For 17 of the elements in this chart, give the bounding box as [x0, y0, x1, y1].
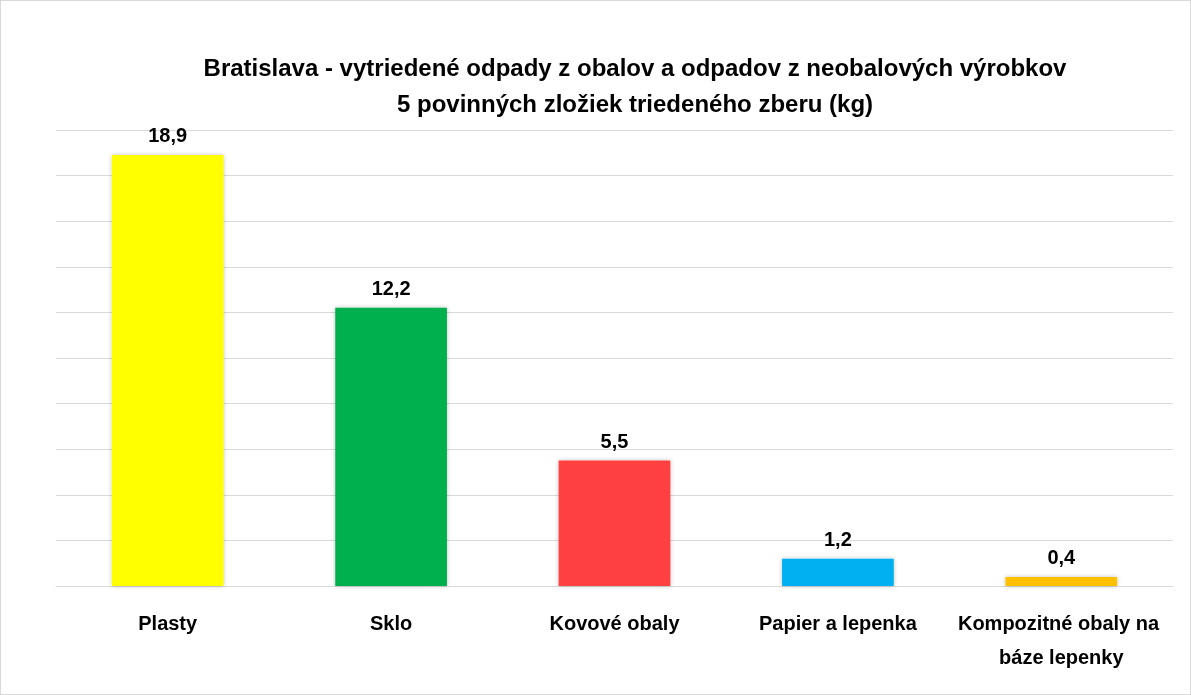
data-label: 5,5: [600, 429, 629, 452]
bar: [111, 155, 224, 586]
chart-title: Bratislava - vytriedené odpady z obalov a odpadov z neobalových výrobkov: [203, 53, 1068, 81]
bar: [558, 460, 671, 586]
chart-subtitle: 5 povinných zložiek triedeného zberu (kg): [396, 89, 874, 117]
bar: [1005, 576, 1118, 586]
bar: [335, 307, 447, 586]
data-label: 12,2: [371, 276, 411, 299]
data-label: 0,4: [1047, 545, 1077, 568]
x-tick-label: Sklo: [369, 612, 413, 634]
bar: [782, 558, 894, 586]
x-tick-label: Plasty: [138, 612, 199, 634]
x-tick-label: Kovové obaly: [549, 612, 681, 634]
data-label: 18,9: [148, 124, 188, 147]
x-tick-label: Kompozitné obaly na báze lepenky: [957, 612, 1165, 668]
data-label: 1,2: [823, 527, 852, 550]
x-tick-label: Papier a lepenka: [758, 612, 918, 634]
